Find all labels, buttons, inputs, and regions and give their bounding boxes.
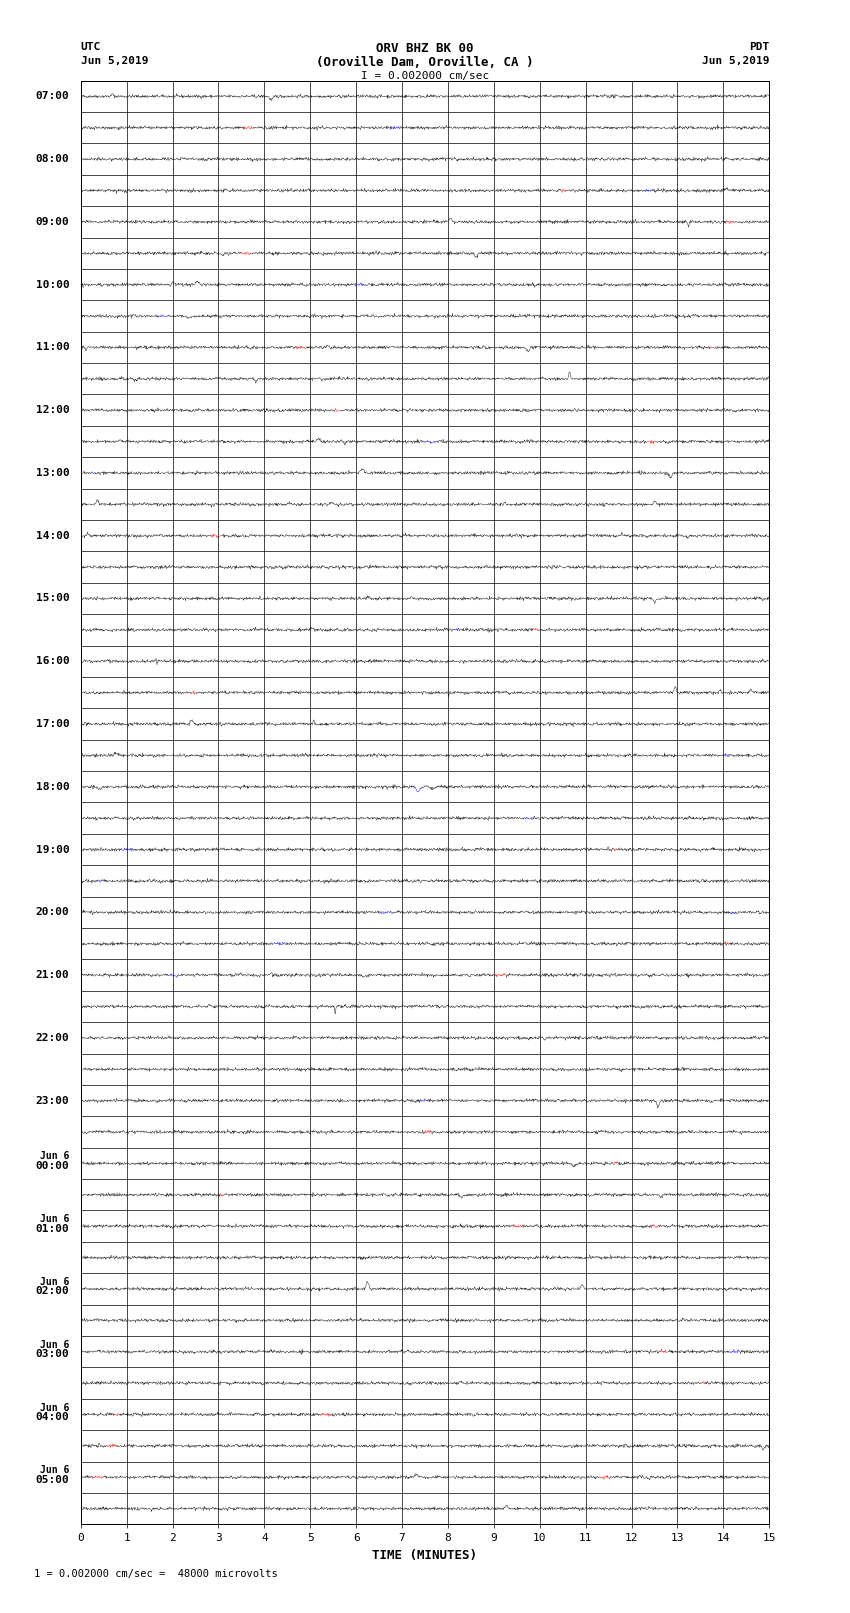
Text: 16:00: 16:00 — [36, 656, 70, 666]
Text: I = 0.002000 cm/sec: I = 0.002000 cm/sec — [361, 71, 489, 81]
Text: 19:00: 19:00 — [36, 845, 70, 855]
Text: 18:00: 18:00 — [36, 782, 70, 792]
Text: Jun 6: Jun 6 — [40, 1152, 70, 1161]
Text: 04:00: 04:00 — [36, 1411, 70, 1423]
Text: 21:00: 21:00 — [36, 969, 70, 981]
Text: Jun 6: Jun 6 — [40, 1340, 70, 1350]
Text: 23:00: 23:00 — [36, 1095, 70, 1105]
Text: 03:00: 03:00 — [36, 1348, 70, 1360]
Text: PDT: PDT — [749, 42, 769, 52]
Text: 20:00: 20:00 — [36, 907, 70, 918]
Text: 07:00: 07:00 — [36, 92, 70, 102]
Text: 1 = 0.002000 cm/sec =  48000 microvolts: 1 = 0.002000 cm/sec = 48000 microvolts — [34, 1569, 278, 1579]
Text: (Oroville Dam, Oroville, CA ): (Oroville Dam, Oroville, CA ) — [316, 56, 534, 69]
Text: 01:00: 01:00 — [36, 1224, 70, 1234]
Text: 14:00: 14:00 — [36, 531, 70, 540]
Text: 05:00: 05:00 — [36, 1474, 70, 1484]
Text: 17:00: 17:00 — [36, 719, 70, 729]
Text: Jun 6: Jun 6 — [40, 1403, 70, 1413]
Text: 15:00: 15:00 — [36, 594, 70, 603]
Text: 08:00: 08:00 — [36, 155, 70, 165]
Text: 12:00: 12:00 — [36, 405, 70, 415]
Text: 10:00: 10:00 — [36, 279, 70, 290]
Text: Jun 6: Jun 6 — [40, 1465, 70, 1476]
Text: 02:00: 02:00 — [36, 1287, 70, 1297]
Text: 09:00: 09:00 — [36, 216, 70, 227]
X-axis label: TIME (MINUTES): TIME (MINUTES) — [372, 1548, 478, 1561]
Text: Jun 6: Jun 6 — [40, 1277, 70, 1287]
Text: UTC: UTC — [81, 42, 101, 52]
Text: 00:00: 00:00 — [36, 1161, 70, 1171]
Text: Jun 5,2019: Jun 5,2019 — [702, 56, 769, 66]
Text: ORV BHZ BK 00: ORV BHZ BK 00 — [377, 42, 473, 55]
Text: 11:00: 11:00 — [36, 342, 70, 352]
Text: 22:00: 22:00 — [36, 1032, 70, 1044]
Text: Jun 6: Jun 6 — [40, 1215, 70, 1224]
Text: Jun 5,2019: Jun 5,2019 — [81, 56, 148, 66]
Text: 13:00: 13:00 — [36, 468, 70, 477]
